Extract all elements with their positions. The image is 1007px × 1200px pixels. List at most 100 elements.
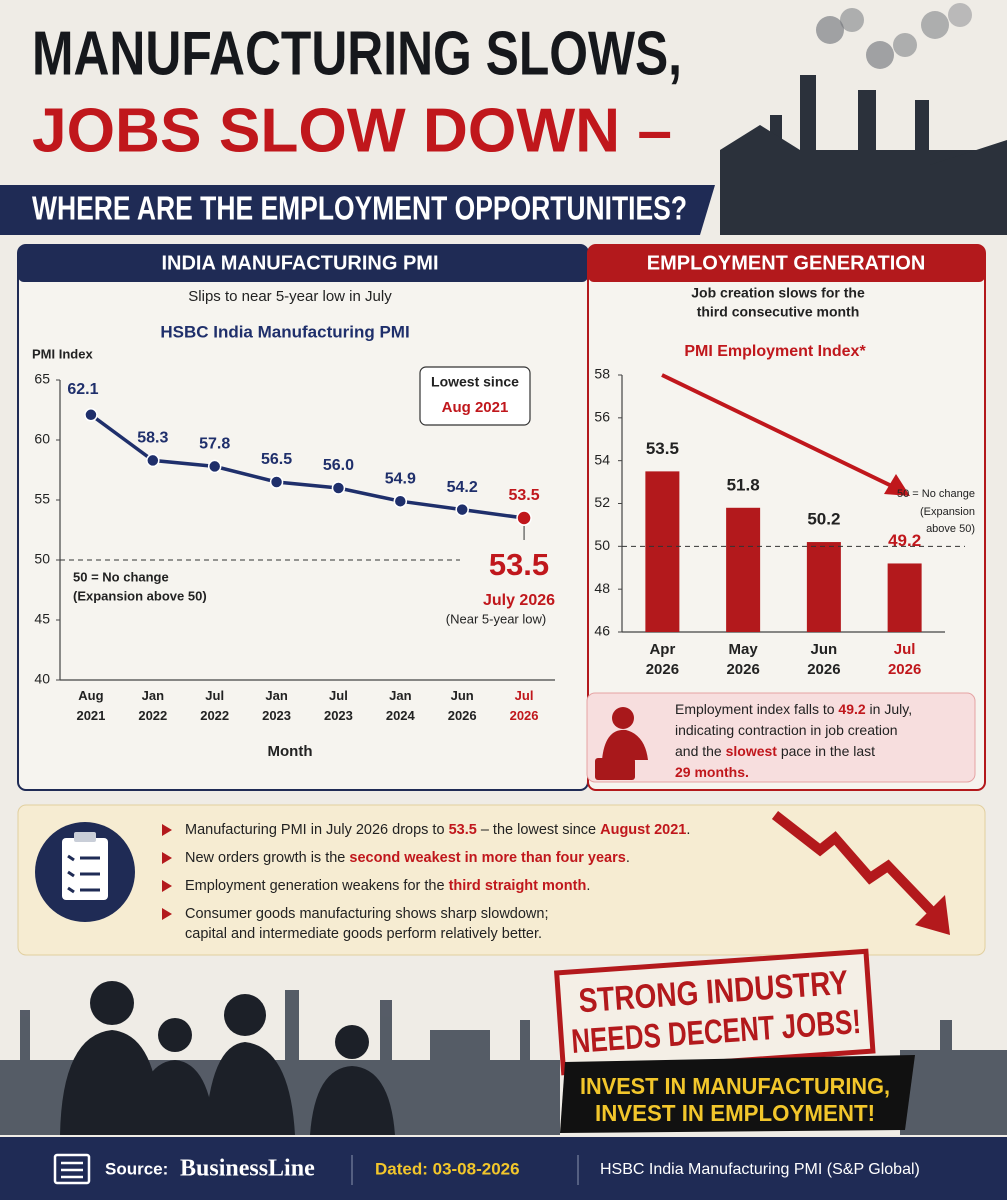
y-tick-label: 50 xyxy=(34,551,50,567)
text-segment: . xyxy=(586,878,590,894)
footer xyxy=(0,1137,1007,1200)
value-label: 56.5 xyxy=(261,451,292,468)
y-tick-label: 46 xyxy=(594,623,610,639)
decline-arrow-head xyxy=(915,895,950,935)
text-segment: pace in the last xyxy=(777,743,875,759)
callout-box xyxy=(586,692,976,783)
trend-arrow-head xyxy=(884,474,910,496)
data-point xyxy=(269,475,284,489)
title-line: JOBS SLOW DOWN – xyxy=(32,96,672,165)
banner-text: INVEST IN EMPLOYMENT! xyxy=(595,1100,875,1126)
callout-text: July 2026 xyxy=(483,592,555,609)
data-point xyxy=(393,494,408,508)
bullet-marker xyxy=(162,852,172,864)
text-segment: . xyxy=(686,822,690,838)
bullet-text: capital and intermediate goods perform r… xyxy=(185,926,542,942)
chart-title: HSBC India Manufacturing PMI xyxy=(160,322,409,341)
text-segment: Employment generation weakens for the xyxy=(185,878,449,894)
value-label: 58.3 xyxy=(137,430,168,447)
x-tick-label: Jun 2026 xyxy=(448,688,477,723)
bullet-text: Consumer goods manufacturing shows sharp… xyxy=(185,906,549,922)
subtitle: Slips to near 5-year low in July xyxy=(188,288,392,305)
panel-header xyxy=(588,245,985,282)
reference-note: 50 = No change xyxy=(73,569,169,584)
subtitle: third consecutive month xyxy=(697,304,860,320)
data-point xyxy=(146,453,160,468)
data-point xyxy=(516,510,532,526)
bullet-marker xyxy=(162,908,172,920)
summary-panel xyxy=(17,804,986,956)
stamp: STRONG INDUSTRY NEEDS DECENT JOBS! xyxy=(554,948,876,1076)
pmi-line xyxy=(89,413,525,520)
reference-note: (Expansion above 50) xyxy=(73,588,207,603)
y-tick-label: 58 xyxy=(594,366,610,382)
text-segment: Consumer goods manufacturing shows sharp… xyxy=(185,906,549,922)
text-segment: third straight month xyxy=(449,878,587,894)
text-segment: in July, xyxy=(866,701,912,717)
value-label: 54.2 xyxy=(447,479,478,496)
value-label: 49.2 xyxy=(888,531,921,550)
bullet-text: New orders growth is the second weakest … xyxy=(185,850,630,866)
x-tick-label: Apr 2026 xyxy=(646,641,679,678)
x-tick-label: Aug 2021 xyxy=(76,688,105,723)
text-segment: New orders growth is the xyxy=(185,850,349,866)
value-label: 51.8 xyxy=(727,475,760,494)
x-tick-label: Jan 2023 xyxy=(262,688,291,723)
callout-value: 53.5 xyxy=(489,547,549,582)
callout-line: and the slowest pace in the last xyxy=(675,743,875,759)
title-banner xyxy=(0,185,715,235)
x-tick-label: Jul 2026 xyxy=(510,688,539,723)
bullet-marker xyxy=(162,824,172,836)
x-tick-label: May 2026 xyxy=(726,641,759,678)
text-segment: . xyxy=(626,850,630,866)
source: BusinessLine xyxy=(180,1156,315,1182)
reference-note: above 50) xyxy=(926,523,975,535)
text-segment: August 2021 xyxy=(600,822,686,838)
title-line: WHERE ARE THE EMPLOYMENT OPPORTUNITIES? xyxy=(32,190,687,227)
bar xyxy=(645,471,680,632)
value-label: 50.2 xyxy=(807,510,840,529)
y-tick-label: 60 xyxy=(34,431,50,447)
callout-line: indicating contraction in job creation xyxy=(675,722,898,738)
text-segment: capital and intermediate goods perform r… xyxy=(185,926,542,942)
checklist-icon xyxy=(35,822,135,922)
note-text: Aug 2021 xyxy=(442,399,509,416)
banner-text: INVEST IN MANUFACTURING, xyxy=(580,1073,890,1099)
text-segment: 49.2 xyxy=(838,701,865,717)
x-axis-label: Month xyxy=(268,743,313,760)
trend-arrow xyxy=(661,373,901,492)
text-segment: – the lowest since xyxy=(477,822,600,838)
y-tick-label: 48 xyxy=(594,580,610,596)
y-tick-label: 54 xyxy=(594,451,610,467)
chart-title: PMI Employment Index* xyxy=(684,343,866,360)
title-line: MANUFACTURING SLOWS, xyxy=(32,19,682,88)
y-axis-label: PMI Index xyxy=(32,346,93,361)
text-segment: and the xyxy=(675,743,726,759)
x-tick-label: Jul 2023 xyxy=(324,688,353,723)
bar xyxy=(887,563,922,632)
callout-line: Employment index falls to 49.2 in July, xyxy=(675,701,912,717)
value-label: 56.0 xyxy=(323,457,354,474)
subtitle: Job creation slows for the xyxy=(691,285,865,301)
x-tick-label: Jan 2022 xyxy=(138,688,167,723)
value-label: 53.5 xyxy=(646,439,679,458)
decline-arrow xyxy=(771,811,939,919)
data-point xyxy=(84,408,98,422)
newspaper-icon xyxy=(53,1153,91,1185)
worker-silhouettes xyxy=(60,981,395,1135)
bar xyxy=(726,507,761,632)
y-tick-label: 56 xyxy=(594,409,610,425)
panel-header xyxy=(18,245,588,282)
x-tick-label: Jul 2022 xyxy=(200,688,229,723)
value-label: 54.9 xyxy=(385,470,416,487)
note-box xyxy=(419,366,531,426)
callout-text: (Near 5-year low) xyxy=(446,611,546,626)
y-tick-label: 55 xyxy=(34,491,50,507)
y-tick-label: 45 xyxy=(34,611,50,627)
value-label: 57.8 xyxy=(199,436,230,453)
data-point xyxy=(207,459,222,474)
y-tick-label: 65 xyxy=(34,371,50,387)
worker-icon xyxy=(595,707,648,780)
